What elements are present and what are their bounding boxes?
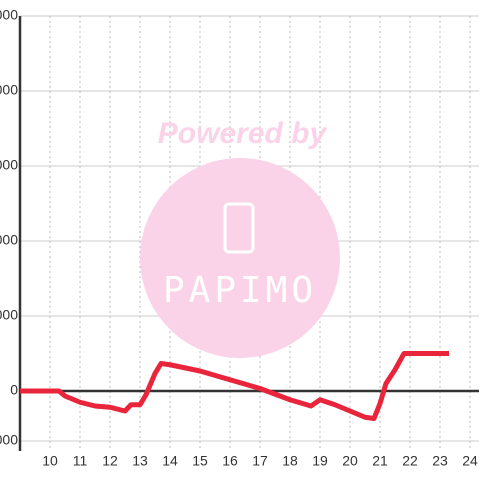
x-tick-label: 14 (162, 453, 178, 469)
y-tick-label: 30,000 (0, 307, 18, 323)
y-tick-label: 90,000 (0, 157, 18, 173)
watermark-circle (140, 158, 340, 358)
x-tick-label: 23 (432, 453, 448, 469)
watermark-top: Powered by (158, 117, 328, 150)
x-tick-label: 13 (132, 453, 148, 469)
x-tick-label: 22 (402, 453, 418, 469)
y-tick-label: 150,000 (0, 7, 18, 23)
x-tick-label: 12 (102, 453, 118, 469)
x-tick-label: 17 (252, 453, 268, 469)
x-tick-label: 18 (282, 453, 298, 469)
y-tick-label: -20,000 (0, 432, 18, 448)
x-tick-label: 10 (42, 453, 58, 469)
y-tick-label: 60,000 (0, 232, 18, 248)
y-tick-label: 120,000 (0, 82, 18, 98)
x-tick-label: 24 (462, 453, 478, 469)
x-tick-label: 19 (312, 453, 328, 469)
x-tick-label: 21 (372, 453, 388, 469)
x-tick-label: 11 (73, 453, 88, 469)
watermark-brand: PAPIMO (163, 270, 317, 311)
y-tick-label: 0 (10, 382, 18, 398)
x-tick-label: 20 (342, 453, 358, 469)
watermark-icon (223, 202, 255, 254)
watermark: Powered by PAPIMO (140, 117, 340, 358)
x-tick-label: 16 (222, 453, 238, 469)
x-tick-label: 15 (192, 453, 208, 469)
line-series (20, 351, 449, 421)
